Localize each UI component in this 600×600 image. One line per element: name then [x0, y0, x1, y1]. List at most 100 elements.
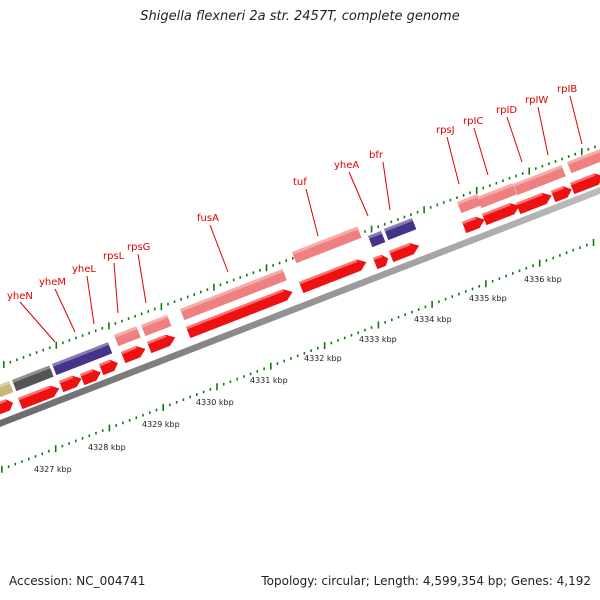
leader-line [209, 224, 229, 273]
gene-label: yheA [334, 160, 359, 171]
feature-block-shape [114, 326, 141, 347]
feature-block [477, 183, 517, 209]
tick-mark [310, 349, 312, 352]
feature-block-highlight [180, 269, 284, 312]
tick-mark [296, 354, 299, 358]
gene-label: yheL [72, 264, 96, 275]
tick-mark [219, 283, 222, 287]
tick-mark [574, 152, 576, 156]
tick-mark [451, 295, 454, 298]
tick-mark [436, 203, 439, 207]
tick-mark [528, 167, 530, 175]
feature-block-shape [567, 148, 600, 174]
ruler-label: 4334 kbp [414, 315, 452, 324]
tick-mark [561, 157, 563, 161]
gene-label: rpsG [127, 242, 150, 253]
cds-arrow-shape [18, 385, 60, 410]
tick-mark [423, 206, 425, 214]
tick-mark [186, 295, 189, 299]
tick-mark [390, 220, 393, 224]
tick-mark [239, 276, 241, 279]
tick-mark [410, 213, 412, 216]
tick-mark [249, 372, 252, 376]
tick-mark [29, 353, 31, 357]
tick-mark [75, 439, 77, 443]
cds-arrow-shape [0, 399, 14, 415]
ruler-label: 4333 kbp [359, 335, 397, 344]
tick-mark [465, 290, 467, 293]
cds-arrow [299, 259, 367, 294]
feature-block-highlight [0, 380, 11, 389]
tick-mark [95, 431, 97, 435]
tick-mark [538, 259, 541, 267]
tick-mark [206, 288, 209, 291]
tick-mark [34, 455, 37, 458]
cds-arrow [80, 369, 101, 386]
tick-mark [121, 319, 123, 323]
feature-block-highlight [513, 165, 563, 187]
feature-block-shape [180, 269, 287, 321]
tick-mark [108, 322, 110, 330]
feature-block-shape [0, 380, 14, 398]
tick-mark [14, 462, 17, 466]
tick-mark [491, 279, 494, 283]
tick-mark [515, 174, 517, 178]
tick-mark [357, 331, 359, 334]
tick-mark [180, 298, 182, 301]
tick-mark [554, 160, 557, 163]
tick-mark [35, 351, 38, 354]
cds-arrow [17, 385, 60, 410]
tick-mark [541, 164, 544, 168]
tick-mark [416, 210, 419, 214]
tick-mark [127, 317, 130, 320]
tick-mark [259, 269, 261, 272]
tick-mark [377, 225, 379, 228]
leader-line [113, 262, 119, 314]
cds-arrow [147, 334, 176, 354]
tick-mark [270, 362, 272, 370]
tick-mark [489, 184, 491, 187]
tick-mark [114, 322, 117, 325]
tick-mark [594, 145, 596, 149]
leader-line [348, 171, 369, 217]
feature-block [51, 342, 113, 376]
tick-mark [75, 336, 77, 340]
cds-arrow-highlight [80, 369, 94, 377]
tick-mark [21, 460, 23, 463]
tick-mark [429, 206, 432, 209]
tick-mark [160, 303, 163, 311]
tick-mark [68, 442, 70, 445]
tick-mark [272, 264, 274, 267]
ruler-label: 4335 kbp [469, 294, 507, 303]
tick-mark [182, 398, 185, 401]
cds-arrow [482, 203, 520, 226]
tick-mark [498, 277, 501, 280]
tick-mark [417, 308, 420, 311]
tick-mark [256, 370, 259, 373]
tick-mark [7, 465, 10, 468]
tick-mark [572, 248, 575, 252]
tick-mark [68, 339, 71, 342]
tick-mark [135, 416, 138, 419]
feature-block-highlight [477, 183, 514, 200]
tick-mark [28, 457, 30, 461]
tick-mark [48, 346, 51, 349]
tick-mark [149, 411, 151, 414]
tick-mark [592, 239, 595, 246]
tick-mark [162, 403, 164, 411]
leader-line [569, 95, 583, 145]
tick-mark [579, 246, 581, 249]
cds-arrow [462, 216, 485, 234]
tick-mark [559, 254, 561, 257]
tick-mark [142, 413, 144, 417]
cds-arrow [551, 186, 572, 203]
tick-mark [108, 424, 111, 432]
feature-block-shape [477, 183, 517, 209]
feature-block [567, 148, 600, 174]
tick-mark [3, 361, 5, 369]
cds-arrow-highlight [99, 359, 111, 367]
tick-mark [213, 283, 215, 291]
tick-mark [140, 312, 143, 316]
cds-arrow-shape [186, 289, 293, 339]
gene-labels: yheN yheM yheL rpsL rpsG fusA tuf yheA b… [7, 84, 577, 302]
